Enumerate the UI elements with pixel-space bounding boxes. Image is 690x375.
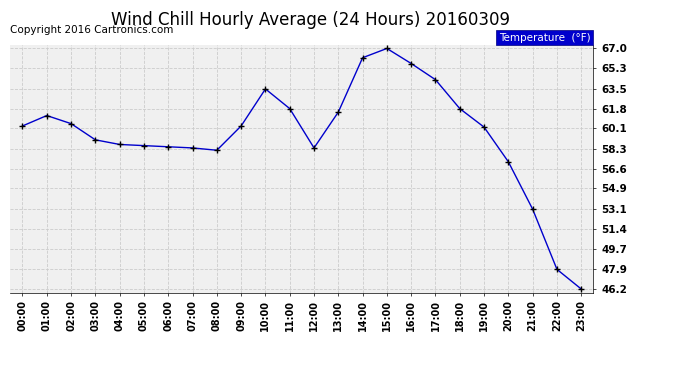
Text: Temperature  (°F): Temperature (°F) bbox=[499, 33, 591, 42]
Text: Copyright 2016 Cartronics.com: Copyright 2016 Cartronics.com bbox=[10, 25, 174, 35]
Text: Wind Chill Hourly Average (24 Hours) 20160309: Wind Chill Hourly Average (24 Hours) 201… bbox=[111, 11, 510, 29]
